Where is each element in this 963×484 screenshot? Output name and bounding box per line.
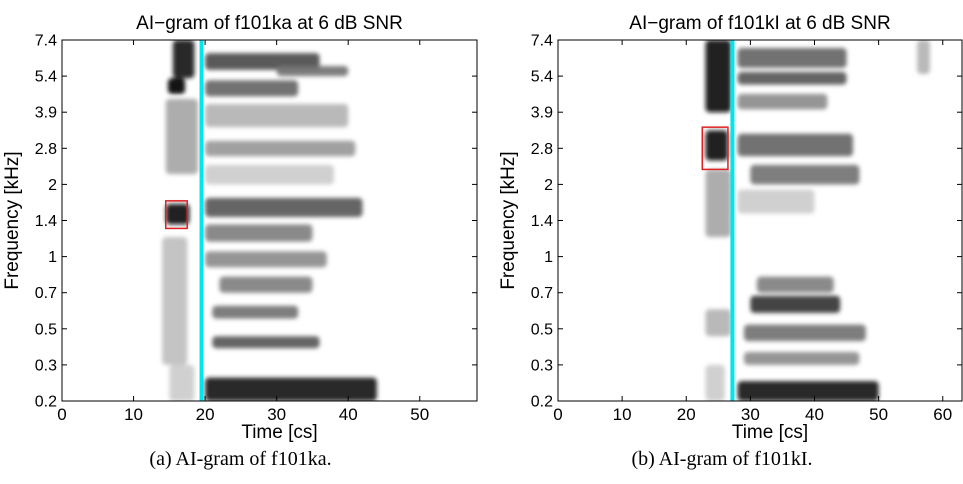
x-tick-label: 50 xyxy=(869,405,888,424)
heatmap xyxy=(705,40,930,401)
y-tick-label: 2 xyxy=(544,177,553,194)
heatmap-cell xyxy=(705,130,728,161)
x-axis-label: Time [cs] xyxy=(732,422,808,443)
heatmap-cell xyxy=(205,377,377,401)
y-axis-label: Frequency [kHz] xyxy=(498,151,519,289)
y-tick-label: 1 xyxy=(544,249,553,266)
y-tick-label: 2 xyxy=(48,177,57,194)
heatmap-cell xyxy=(205,224,313,242)
heatmap-cell xyxy=(917,40,930,74)
heatmap-cell xyxy=(705,169,732,238)
x-tick-label: 10 xyxy=(613,405,632,424)
panel-a: 0 10 20 30 40 50 0.2 0.3 0.5 0.7 1 1.4 2 2.8 3.9 5.4 7.4… xyxy=(2,13,478,443)
heatmap-cell xyxy=(737,48,847,68)
y-tick-label: 1 xyxy=(48,249,57,266)
y-tick-label: 2.8 xyxy=(531,141,553,158)
heatmap-cell xyxy=(165,203,190,225)
y-tick-label: 5.4 xyxy=(531,69,553,86)
heatmap-cell xyxy=(705,364,725,401)
heatmap-cell xyxy=(205,103,349,128)
y-tick-label: 0.7 xyxy=(531,285,553,302)
heatmap-cell xyxy=(205,197,363,217)
heatmap-cell xyxy=(205,164,334,185)
heatmap-cell xyxy=(737,381,879,401)
heatmap-cell xyxy=(276,65,349,77)
heatmap-cell xyxy=(756,276,834,293)
x-tick-label: 0 xyxy=(57,405,66,424)
heatmap xyxy=(162,40,377,401)
chart-title: AI−gram of f101ka at 6 dB SNR xyxy=(136,13,403,34)
y-tick-label: 7.4 xyxy=(35,33,57,50)
y-tick-label: 0.5 xyxy=(531,321,553,338)
heatmap-cell xyxy=(212,336,320,349)
heatmap-cell xyxy=(162,237,188,365)
heatmap-cell xyxy=(219,276,313,293)
y-tick-label: 7.4 xyxy=(531,33,553,50)
highlight-box xyxy=(701,126,729,171)
x-tick-label: 20 xyxy=(196,405,215,424)
heatmap-cell xyxy=(737,189,815,214)
y-tick-label: 0.5 xyxy=(35,321,57,338)
heatmap-cell xyxy=(737,71,847,85)
chart-title: AI−gram of f101kI at 6 dB SNR xyxy=(629,13,890,34)
x-tick-label: 50 xyxy=(410,405,429,424)
y-tick-label: 1.4 xyxy=(531,213,553,230)
x-tick-label: 60 xyxy=(933,405,952,424)
caption-b: (b) AI-gram of f101kI. xyxy=(631,448,813,470)
heatmap-cell xyxy=(743,324,866,342)
heatmap-cell xyxy=(205,251,327,268)
y-tick-label: 0.7 xyxy=(35,285,57,302)
heatmap-cell xyxy=(212,305,299,319)
x-tick-label: 0 xyxy=(553,405,562,424)
heatmap-cell xyxy=(205,80,299,97)
y-tick-label: 3.9 xyxy=(531,105,553,122)
x-tick-label: 20 xyxy=(677,405,696,424)
y-axis-label: Frequency [kHz] xyxy=(2,151,23,289)
x-tick-label: 30 xyxy=(267,405,286,424)
panel-b: 0 10 20 30 40 50 60 0.2 0.3 0.5 0.7 1 1.4 2 2.8 3.9 5.4 7… xyxy=(498,13,963,443)
y-tick-label: 0.3 xyxy=(35,357,57,374)
heatmap-cell xyxy=(737,93,828,110)
heatmap-cell xyxy=(165,98,198,175)
heatmap-cell xyxy=(172,40,195,79)
heatmap-cell xyxy=(750,164,860,185)
heatmap-cell xyxy=(750,295,841,313)
x-tick-label: 10 xyxy=(124,405,143,424)
heatmap-cell xyxy=(205,140,356,157)
y-tick-label: 5.4 xyxy=(35,69,57,86)
heatmap-cell xyxy=(205,53,320,70)
y-tick-label: 0.2 xyxy=(35,394,57,411)
y-tick-label: 3.9 xyxy=(35,105,57,122)
caption-a: (a) AI-gram of f101ka. xyxy=(149,448,332,470)
heatmap-cell xyxy=(169,364,195,401)
y-tick-label: 2.8 xyxy=(35,141,57,158)
highlight-box xyxy=(165,200,188,230)
heatmap-cell xyxy=(167,78,186,94)
y-tick-label: 1.4 xyxy=(35,213,57,230)
y-tick-label: 0.3 xyxy=(531,357,553,374)
heatmap-cell xyxy=(705,40,732,113)
heatmap-cell xyxy=(737,133,853,157)
heatmap-cell xyxy=(705,309,732,337)
y-tick-label: 0.2 xyxy=(531,394,553,411)
x-axis-label: Time [cs] xyxy=(241,422,317,443)
figure: 0 10 20 30 40 500.20.30.50.711.422.83.95.47.4… xyxy=(2,13,963,443)
heatmap-cell xyxy=(743,352,860,365)
x-tick-label: 30 xyxy=(741,405,760,424)
x-tick-label: 40 xyxy=(805,405,824,424)
x-tick-label: 40 xyxy=(339,405,358,424)
